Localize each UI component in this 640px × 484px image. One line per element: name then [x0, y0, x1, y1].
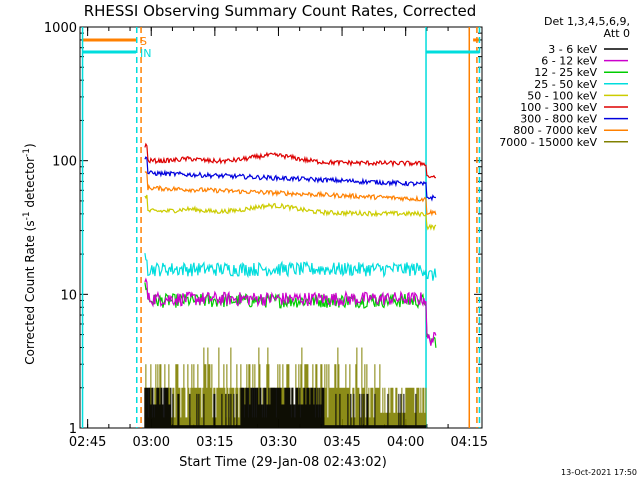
- legend-label: 3 - 6 keV: [548, 43, 597, 56]
- chart-title: RHESSI Observing Summary Count Rates, Co…: [84, 2, 477, 20]
- legend-label: 100 - 300 keV: [520, 101, 597, 114]
- series-3: [144, 253, 437, 281]
- plot-frame: [79, 26, 483, 429]
- legend-label: 300 - 800 keV: [520, 113, 597, 126]
- series-0: [144, 387, 427, 428]
- y-axis-label: Corrected Count Rate (s-1 detector-1): [22, 143, 37, 364]
- x-tick-label: 04:00: [387, 435, 424, 450]
- x-axis-label: Start Time (29-Jan-08 02:43:02): [179, 455, 387, 470]
- x-tick-label: 03:15: [196, 435, 233, 450]
- series-layer: [144, 142, 437, 428]
- y-tick-label: 1000: [44, 21, 77, 36]
- legend-header: Att 0: [604, 27, 630, 40]
- y-tick-label: 1: [69, 422, 77, 437]
- series-7: [144, 171, 437, 217]
- flag-label: S: [140, 35, 147, 48]
- flag-label: IN: [140, 47, 151, 60]
- plot-border: [79, 26, 483, 429]
- series-6: [144, 156, 437, 202]
- y-axis-ticks: 1 10 100 1000: [44, 21, 482, 437]
- y-tick-label: 100: [52, 155, 77, 170]
- series-4: [144, 194, 437, 232]
- x-tick-label: 04:15: [451, 435, 488, 450]
- series-1: [144, 277, 437, 346]
- x-axis-ticks: 02:45 03:00 03:15 03:30 03:45 04:00 04:15: [69, 27, 488, 450]
- x-tick-label: 02:45: [69, 435, 106, 450]
- legend-label: 50 - 100 keV: [527, 89, 597, 102]
- legend-header: Det 1,3,4,5,6,9,: [544, 15, 630, 28]
- x-tick-label: 03:30: [260, 435, 297, 450]
- footer-timestamp: 13-Oct-2021 17:50: [561, 468, 637, 477]
- legend-label: 25 - 50 keV: [534, 78, 597, 91]
- legend-label: 6 - 12 keV: [541, 55, 597, 68]
- x-tick-label: 03:45: [323, 435, 360, 450]
- legend-label: 7000 - 15000 keV: [499, 136, 597, 149]
- flag-lines: SIN: [81, 27, 481, 428]
- series-2: [144, 282, 437, 348]
- series-5: [144, 142, 436, 179]
- x-tick-label: 03:00: [133, 435, 170, 450]
- legend-label: 12 - 25 keV: [534, 66, 597, 79]
- y-tick-label: 10: [60, 288, 77, 303]
- legend-label: 800 - 7000 keV: [513, 124, 597, 137]
